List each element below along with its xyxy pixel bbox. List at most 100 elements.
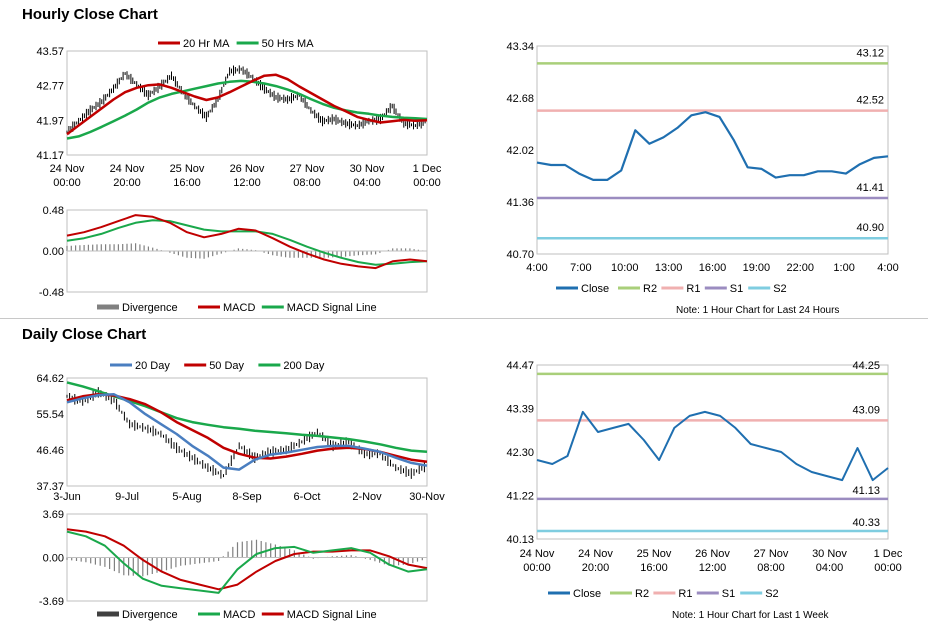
daily-section-title: Daily Close Chart — [22, 326, 147, 343]
daily-close-x-tick: 24 Nov — [520, 548, 555, 560]
hourly-macd-legend-label: MACD — [223, 302, 255, 314]
hourly-close-x-tick: 16:00 — [699, 262, 727, 274]
daily-price-x-tick: 6-Oct — [294, 491, 321, 503]
daily-close-x-tick: 24 Nov — [578, 548, 613, 560]
hourly-price-x-tick: 16:00 — [173, 177, 201, 189]
daily-20day-ma-line — [66, 393, 428, 471]
daily-macd-legend-label: MACD Signal Line — [287, 609, 377, 621]
daily-macd-legend-label: MACD — [223, 609, 255, 621]
daily-close-y-tick: 40.13 — [506, 534, 534, 546]
hourly-close-x-tick: 19:00 — [743, 262, 771, 274]
daily-price-x-tick: 2-Nov — [352, 491, 382, 503]
section-divider — [0, 318, 928, 319]
hourly-price-x-tick: 25 Nov — [170, 163, 205, 175]
daily-s1-label: 41.13 — [852, 485, 880, 497]
daily-close-legend-label: S1 — [722, 588, 735, 600]
daily-close-note: Note: 1 Hour Chart for Last 1 Week — [672, 610, 830, 621]
hourly-price-legend-label: 20 Hr MA — [183, 38, 230, 50]
daily-s2-label: 40.33 — [852, 517, 880, 529]
daily-price-y-tick: 55.54 — [36, 409, 64, 421]
hourly-price-bars — [66, 65, 426, 135]
hourly-macd-y-tick: -0.48 — [39, 287, 64, 299]
hourly-macd-legend-label: MACD Signal Line — [287, 302, 377, 314]
daily-close-legend-label: Close — [573, 588, 601, 600]
daily-price-x-tick: 5-Aug — [172, 491, 201, 503]
hourly-price-y-tick: 41.17 — [36, 150, 64, 162]
hourly-close-x-tick: 1:00 — [833, 262, 854, 274]
daily-r1-label: 43.09 — [852, 404, 880, 416]
hourly-50hr-ma-line — [66, 79, 428, 140]
daily-price-y-tick: 46.46 — [36, 445, 64, 457]
daily-close-x-tick: 04:00 — [816, 562, 844, 574]
daily-price-x-tick: 8-Sep — [232, 491, 261, 503]
hourly-macd-signal-line — [66, 219, 428, 266]
hourly-r2-label: 43.12 — [856, 47, 884, 59]
hourly-close-y-tick: 40.70 — [506, 249, 534, 261]
hourly-r1-label: 42.52 — [856, 95, 884, 107]
hourly-close-y-tick: 41.36 — [506, 197, 534, 209]
hourly-close-legend-label: Close — [581, 283, 609, 295]
hourly-price-x-tick: 08:00 — [293, 177, 321, 189]
daily-price-x-tick: 30-Nov — [409, 491, 445, 503]
hourly-price-x-tick: 24 Nov — [50, 163, 85, 175]
daily-divergence-bars — [66, 539, 423, 577]
hourly-price-x-tick: 30 Nov — [350, 163, 385, 175]
daily-close-y-tick: 43.39 — [506, 404, 534, 416]
hourly-close-x-tick: 13:00 — [655, 262, 683, 274]
hourly-price-x-tick: 20:00 — [113, 177, 141, 189]
daily-close-plot-area — [536, 364, 889, 540]
hourly-price-y-tick: 42.77 — [36, 81, 64, 93]
daily-macd-signal-line — [66, 528, 428, 591]
hourly-macd-legend-label: Divergence — [122, 302, 178, 314]
hourly-close-x-tick: 22:00 — [786, 262, 814, 274]
hourly-close-legend-label: R2 — [643, 283, 657, 295]
daily-close-x-tick: 26 Nov — [695, 548, 730, 560]
daily-r2-label: 44.25 — [852, 360, 880, 372]
daily-close-line — [536, 410, 889, 482]
hourly-close-line — [536, 111, 889, 181]
hourly-close-x-tick: 4:00 — [877, 262, 898, 274]
daily-price-x-tick: 3-Jun — [53, 491, 81, 503]
hourly-macd-y-tick: 0.48 — [43, 205, 64, 217]
hourly-s2-label: 40.90 — [856, 222, 884, 234]
hourly-price-plot-area — [66, 50, 428, 156]
hourly-close-legend-label: S2 — [773, 283, 786, 295]
daily-price-x-tick: 9-Jul — [115, 491, 139, 503]
hourly-close-y-tick: 42.02 — [506, 145, 534, 157]
hourly-macd-y-tick: 0.00 — [43, 246, 64, 258]
daily-close-x-tick: 00:00 — [523, 562, 551, 574]
daily-close-x-tick: 12:00 — [699, 562, 727, 574]
hourly-s1-label: 41.41 — [856, 182, 884, 194]
hourly-close-legend-label: R1 — [686, 283, 700, 295]
hourly-close-legend-label: S1 — [730, 283, 743, 295]
hourly-close-note: Note: 1 Hour Chart for Last 24 Hours — [676, 305, 839, 316]
daily-macd-line — [66, 530, 428, 594]
hourly-price-y-tick: 43.57 — [36, 46, 64, 58]
daily-close-x-tick: 27 Nov — [754, 548, 789, 560]
hourly-price-y-tick: 41.97 — [36, 115, 64, 127]
daily-close-legend-label: R1 — [678, 588, 692, 600]
hourly-price-x-tick: 00:00 — [53, 177, 81, 189]
hourly-close-x-tick: 7:00 — [570, 262, 591, 274]
daily-price-y-tick: 37.37 — [36, 481, 64, 493]
daily-close-legend-label: R2 — [635, 588, 649, 600]
daily-price-y-tick: 64.62 — [36, 373, 64, 385]
hourly-close-x-tick: 10:00 — [611, 262, 639, 274]
daily-price-legend-label: 50 Day — [209, 360, 244, 372]
hourly-section-title: Hourly Close Chart — [22, 6, 158, 23]
daily-close-y-tick: 41.22 — [506, 491, 534, 503]
daily-close-x-tick: 30 Nov — [812, 548, 847, 560]
hourly-close-y-tick: 42.68 — [506, 93, 534, 105]
daily-price-legend-label: 200 Day — [283, 360, 324, 372]
daily-close-y-tick: 44.47 — [506, 360, 534, 372]
daily-price-bars — [66, 387, 425, 479]
hourly-20hr-ma-line — [66, 73, 428, 136]
daily-close-x-tick: 00:00 — [874, 562, 902, 574]
daily-close-x-tick: 1 Dec — [874, 548, 903, 560]
hourly-price-x-tick: 24 Nov — [110, 163, 145, 175]
daily-macd-legend-label: Divergence — [122, 609, 178, 621]
hourly-price-x-tick: 27 Nov — [290, 163, 325, 175]
daily-price-plot-area — [66, 377, 428, 487]
hourly-price-x-tick: 26 Nov — [230, 163, 265, 175]
